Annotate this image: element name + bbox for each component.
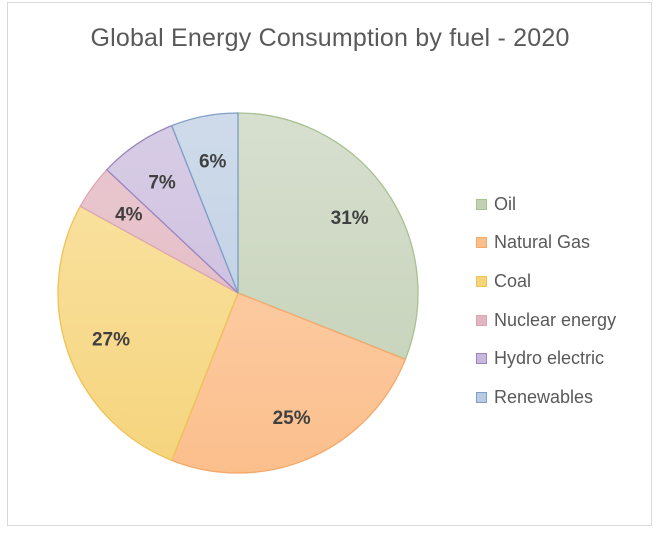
chart-legend: Oil Natural Gas Coal Nuclear energy Hydro el…	[476, 185, 616, 417]
chart-title: Global Energy Consumption by fuel - 2020	[90, 24, 570, 52]
data-label-coal: 27%	[92, 330, 130, 351]
legend-swatch-natural-gas	[476, 237, 487, 249]
legend-item-hydro-electric: Hydro electric	[476, 339, 616, 378]
legend-label-renewables: Renewables	[494, 386, 594, 407]
legend-swatch-renewables	[476, 391, 487, 403]
data-label-hydro-electric: 7%	[148, 172, 176, 193]
pie-slice-oil	[237, 112, 419, 361]
data-label-renewables: 6%	[199, 151, 227, 172]
legend-label-oil: Oil	[494, 193, 516, 214]
legend-item-nuclear-energy: Nuclear energy	[476, 301, 616, 340]
data-label-oil: 31%	[331, 208, 369, 229]
legend-label-coal: Coal	[494, 270, 532, 291]
legend-item-natural-gas: Natural Gas	[476, 224, 616, 263]
legend-swatch-nuclear-energy	[476, 314, 487, 326]
data-label-nuclear-energy: 4%	[115, 205, 143, 226]
pie-slice-renewables	[170, 112, 239, 294]
legend-item-oil: Oil	[476, 185, 616, 224]
legend-item-coal: Coal	[476, 262, 616, 301]
legend-label-hydro-electric: Hydro electric	[494, 348, 605, 369]
legend-swatch-hydro-electric	[476, 353, 487, 365]
legend-swatch-coal	[476, 275, 487, 287]
data-label-natural-gas: 25%	[273, 408, 311, 429]
legend-item-renewables: Renewables	[476, 378, 616, 417]
pie-slice-coal	[57, 205, 239, 462]
pie-slice-natural-gas	[170, 292, 407, 474]
legend-label-nuclear-energy: Nuclear energy	[494, 309, 617, 330]
legend-swatch-oil	[476, 198, 487, 210]
legend-label-natural-gas: Natural Gas	[494, 232, 591, 253]
